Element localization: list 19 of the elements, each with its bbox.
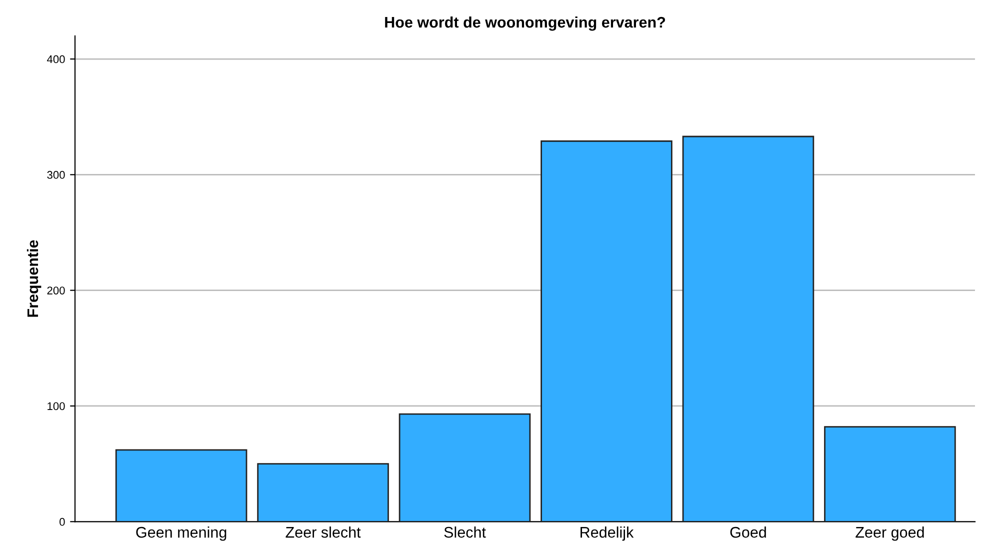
y-tick-label: 400 bbox=[46, 55, 65, 64]
y-tick-label: 300 bbox=[47, 170, 65, 179]
bar bbox=[540, 140, 672, 522]
y-tick-label: 0 bbox=[60, 518, 65, 526]
x-tick-label: Zeer slecht bbox=[286, 526, 361, 538]
bar bbox=[682, 136, 814, 522]
x-tick-label: Goed bbox=[730, 526, 766, 538]
x-tick-label: Zeer goed bbox=[856, 526, 924, 541]
bar bbox=[115, 449, 248, 522]
x-tick-label: Redelijk bbox=[580, 526, 634, 541]
y-tick-label: 100 bbox=[48, 402, 65, 410]
y-axis-title: Frequentie bbox=[26, 240, 42, 317]
y-tick-label: 200 bbox=[47, 286, 65, 294]
bar bbox=[824, 426, 956, 522]
chart-title: Hoe wordt de woonomgeving ervaren? bbox=[385, 16, 666, 31]
bar bbox=[257, 463, 389, 522]
x-tick-label: Slecht bbox=[444, 526, 486, 538]
bar bbox=[398, 413, 531, 522]
x-tick-label: Geen mening bbox=[136, 526, 226, 541]
